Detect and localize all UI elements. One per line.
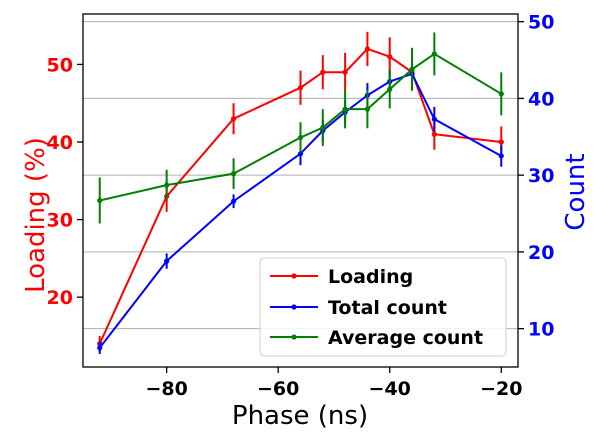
data-point <box>498 91 504 97</box>
x-tick-label: −60 <box>257 378 299 400</box>
data-point <box>164 258 170 264</box>
data-point <box>364 46 371 52</box>
left-tick-label: 50 <box>47 54 73 76</box>
data-point <box>297 151 304 157</box>
series-loading <box>97 31 504 352</box>
data-point <box>387 86 393 92</box>
plot-frame <box>82 13 519 368</box>
left-tick-label: 40 <box>47 132 73 154</box>
data-point <box>164 182 170 188</box>
data-point <box>498 139 504 145</box>
x-tick-label: −20 <box>480 378 522 400</box>
right-tick-label: 50 <box>528 12 554 34</box>
legend-entry-average-count: Average count <box>270 327 483 349</box>
data-point <box>320 69 326 75</box>
data-point <box>320 124 326 131</box>
data-point <box>297 134 304 141</box>
data-point <box>230 198 237 204</box>
x-tick-label: −80 <box>145 378 187 400</box>
data-point <box>431 131 437 137</box>
legend-label-average-count: Average count <box>328 327 483 349</box>
right-tick-label: 30 <box>528 165 554 187</box>
data-point <box>97 197 103 204</box>
right-tick-label: 40 <box>528 88 554 110</box>
right-axis-ticks: 10 20 30 40 50 <box>518 12 554 341</box>
data-point <box>342 106 348 112</box>
legend-entries: Loading Total count Average count <box>270 266 483 349</box>
data-point <box>387 54 393 60</box>
data-point <box>364 106 371 112</box>
left-tick-label: 20 <box>47 287 73 309</box>
right-axis-title: Count <box>561 153 591 230</box>
legend-entry-loading: Loading <box>270 266 413 288</box>
data-point <box>498 153 504 159</box>
x-axis-title: Phase (ns) <box>232 401 368 431</box>
data-point <box>230 171 237 177</box>
data-point <box>431 51 437 57</box>
legend-label-total-count: Total count <box>328 297 447 319</box>
right-tick-label: 10 <box>528 319 554 341</box>
data-point <box>297 85 304 91</box>
data-point <box>342 69 348 75</box>
series-layer <box>97 31 504 354</box>
left-tick-label: 30 <box>47 210 73 232</box>
legend-entry-total-count: Total count <box>270 297 447 319</box>
legend-label-loading: Loading <box>328 266 413 288</box>
data-point <box>431 116 437 122</box>
left-axis-title: Loading (%) <box>21 137 51 293</box>
series-average-count <box>97 32 504 224</box>
data-point <box>97 345 103 351</box>
x-axis-ticks: −80 −60 −40 −20 <box>145 367 522 400</box>
data-point <box>409 66 415 72</box>
legend: Loading Total count Average count <box>259 257 507 357</box>
x-tick-label: −40 <box>369 378 411 400</box>
left-axis-ticks: 20 30 40 50 <box>47 54 83 309</box>
legend-box <box>259 257 507 357</box>
data-point <box>230 116 237 122</box>
right-tick-label: 20 <box>528 242 554 264</box>
